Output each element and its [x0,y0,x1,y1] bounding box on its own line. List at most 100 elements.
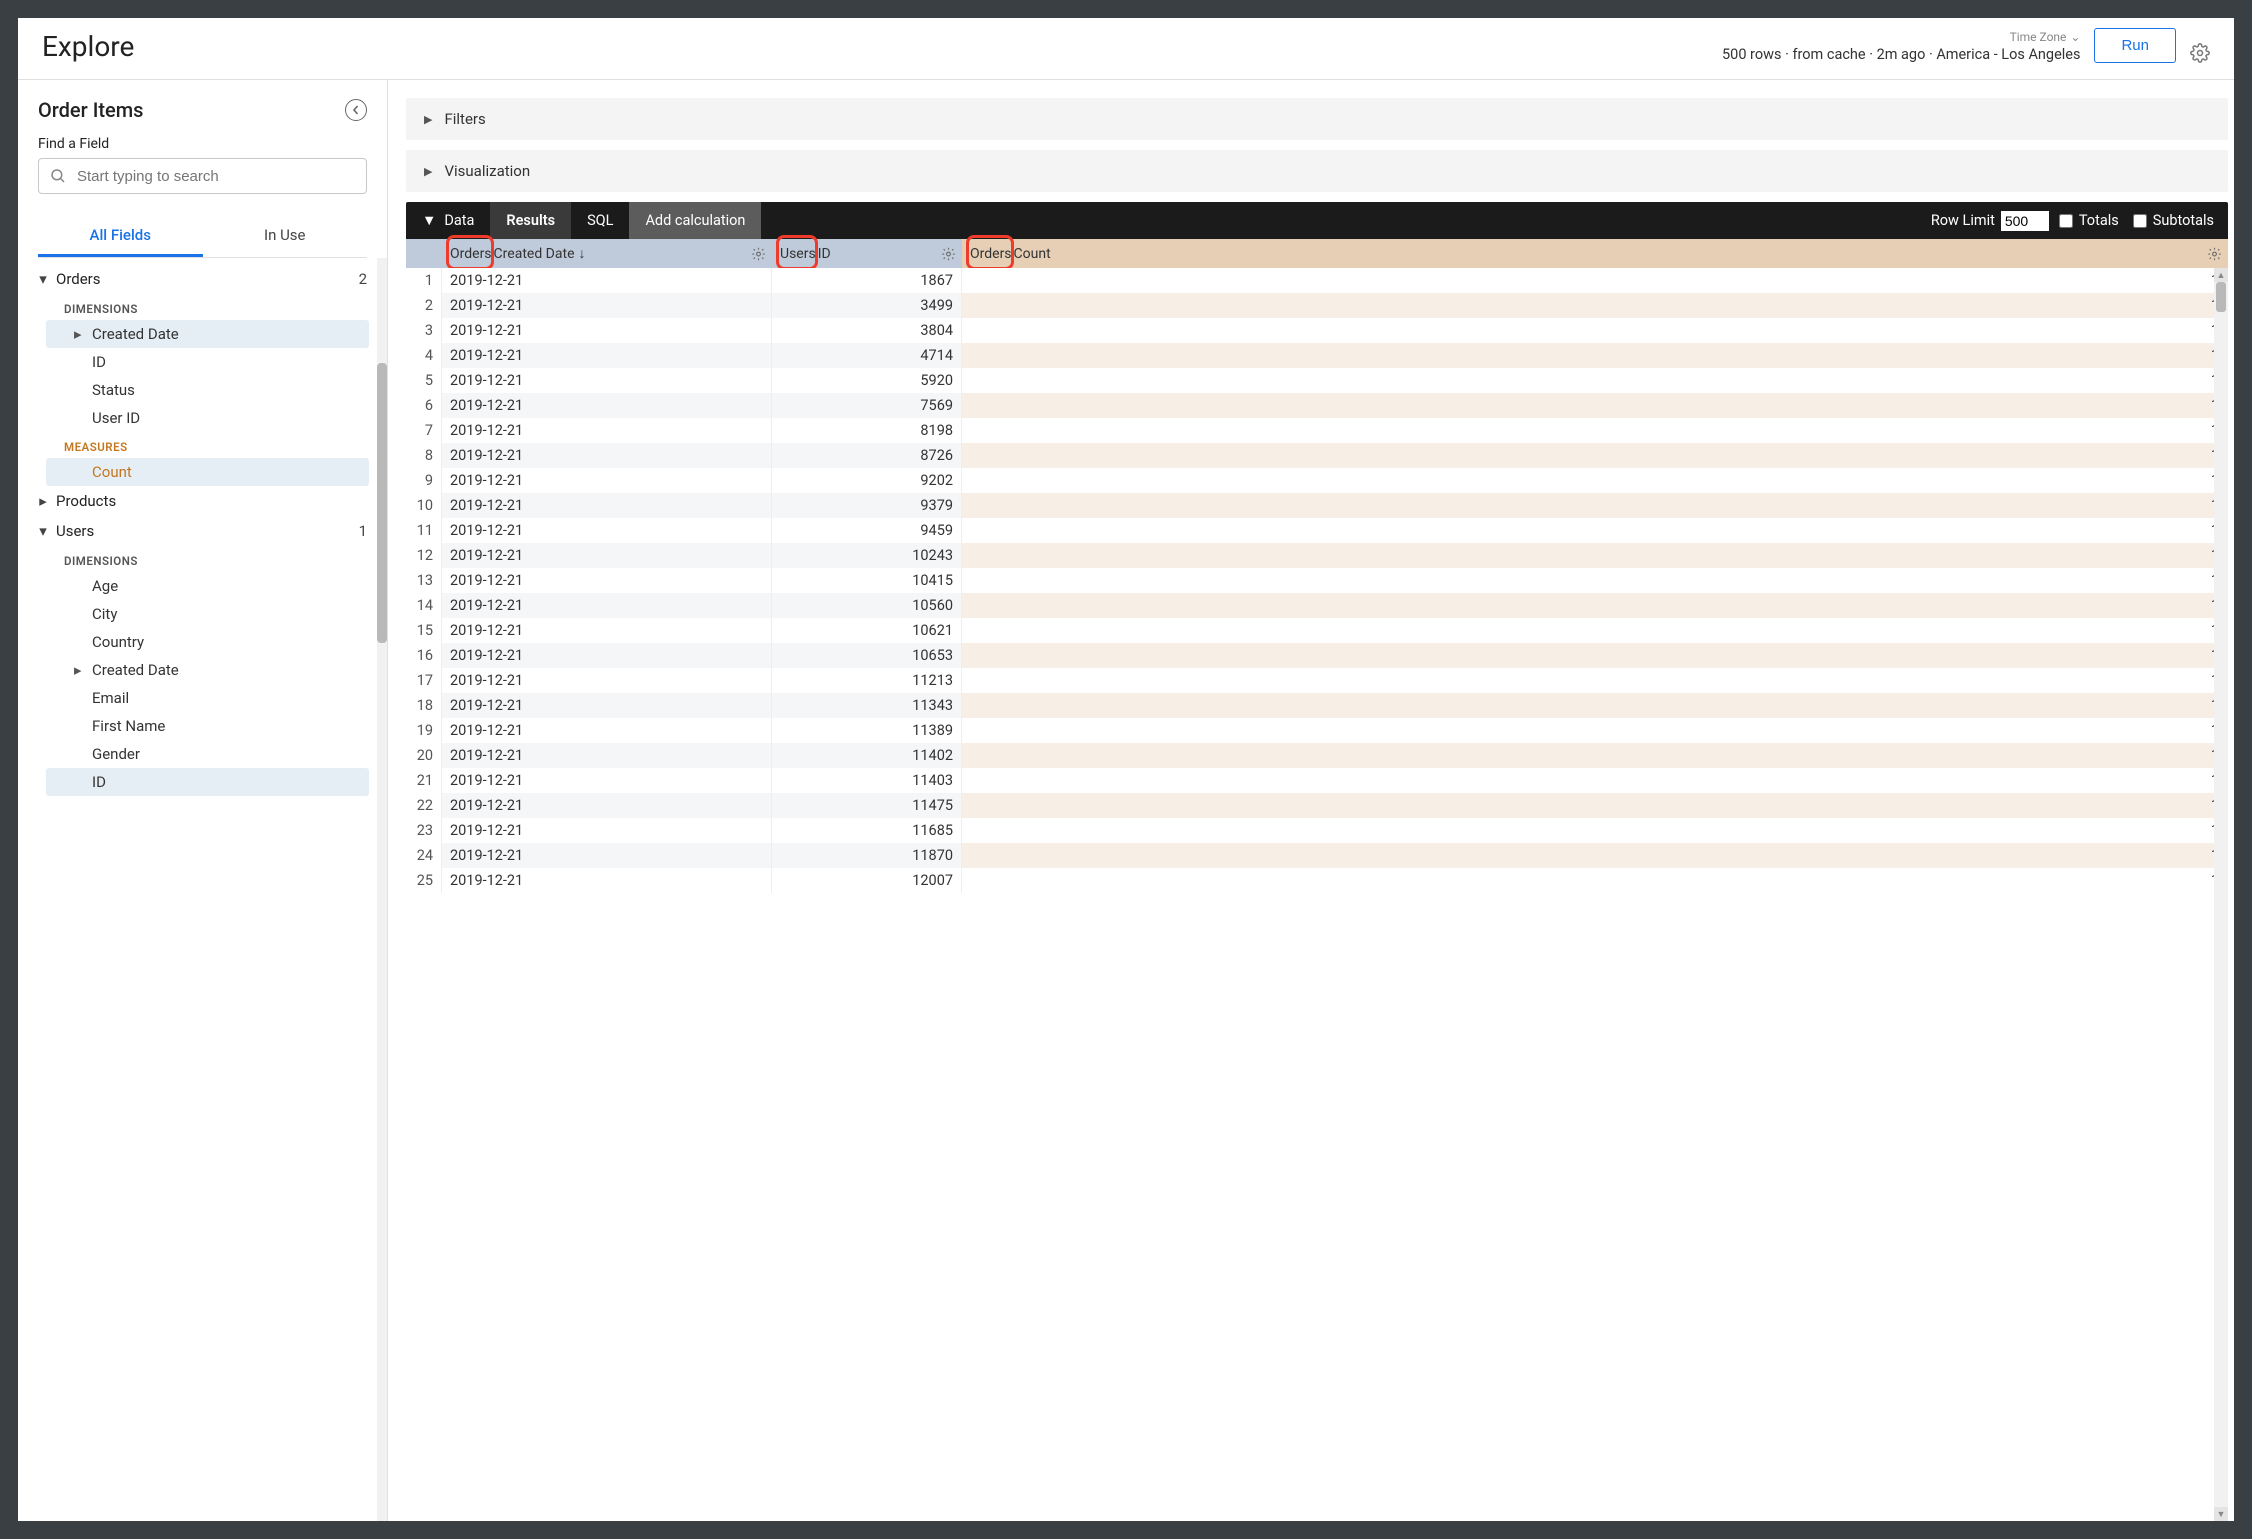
field-created-date[interactable]: ▸Created Date [46,320,369,348]
subtotals-checkbox[interactable] [2133,214,2147,228]
field-id[interactable]: ID [46,768,369,796]
add-calculation-button[interactable]: Add calculation [629,202,761,239]
results-scrollbar-thumb[interactable] [2216,282,2226,312]
table-row[interactable]: 232019-12-21116851 [406,818,2228,843]
table-row[interactable]: 132019-12-21104151 [406,568,2228,593]
cell-created-date: 2019-12-21 [442,718,772,743]
table-row[interactable]: 72019-12-2181981 [406,418,2228,443]
results-body[interactable]: 12019-12-211867122019-12-213499132019-12… [406,268,2228,1521]
row-limit-input[interactable] [2001,211,2049,231]
gear-icon[interactable] [751,246,766,261]
column-header-orders-count[interactable]: Orders Count [962,239,2228,268]
data-toggle[interactable]: ▼ Data [406,202,490,239]
results-scrollbar-track[interactable]: ▲ ▼ [2214,268,2228,1521]
table-row[interactable]: 62019-12-2175691 [406,393,2228,418]
table-row[interactable]: 112019-12-2194591 [406,518,2228,543]
gear-icon[interactable] [2190,43,2210,63]
cell-orders-count: 1 [962,518,2228,543]
table-row[interactable]: 102019-12-2193791 [406,493,2228,518]
cell-orders-count: 1 [962,493,2228,518]
search-field[interactable] [38,158,367,194]
run-button[interactable]: Run [2094,28,2176,63]
table-row[interactable]: 192019-12-21113891 [406,718,2228,743]
gear-icon[interactable] [941,246,956,261]
row-number: 8 [406,443,442,468]
field-country[interactable]: Country [46,628,369,656]
row-number: 21 [406,768,442,793]
scroll-down-icon[interactable]: ▼ [2214,1507,2228,1521]
timezone-selector[interactable]: Time Zone ⌄ [2010,30,2081,44]
table-row[interactable]: 22019-12-2134991 [406,293,2228,318]
cell-orders-count: 1 [962,268,2228,293]
field-label: User ID [92,409,140,427]
table-row[interactable]: 162019-12-21106531 [406,643,2228,668]
table-row[interactable]: 52019-12-2159201 [406,368,2228,393]
field-picker[interactable]: ▾ Orders 2DIMENSIONS▸Created DateIDStatu… [18,258,387,1521]
field-label: ID [92,773,106,791]
view-row-products[interactable]: ▸ Products [18,486,387,516]
field-user-id[interactable]: User ID [46,404,369,432]
sidebar-scrollbar-track[interactable] [377,258,387,1521]
table-row[interactable]: 152019-12-21106211 [406,618,2228,643]
sql-tab[interactable]: SQL [571,202,629,239]
tab-all-fields[interactable]: All Fields [38,216,203,257]
table-row[interactable]: 142019-12-21105601 [406,593,2228,618]
timezone-label: Time Zone [2010,30,2067,44]
field-first-name[interactable]: First Name [46,712,369,740]
caret-down-icon: ▾ [36,270,50,288]
filters-panel[interactable]: ▶ Filters [406,98,2228,140]
search-input[interactable] [77,168,356,185]
column-header-orders-created-date[interactable]: Orders Created Date ↓ [442,239,772,268]
visualization-panel[interactable]: ▶ Visualization [406,150,2228,192]
column-header-users-id[interactable]: Users ID [772,239,962,268]
gear-icon[interactable] [2207,246,2222,261]
field-label: Country [92,633,144,651]
subtotals-toggle[interactable]: Subtotals [2133,212,2228,229]
table-row[interactable]: 82019-12-2187261 [406,443,2228,468]
table-row[interactable]: 202019-12-21114021 [406,743,2228,768]
field-label: City [92,605,117,623]
field-age[interactable]: Age [46,572,369,600]
row-number: 19 [406,718,442,743]
results-tab[interactable]: Results [490,202,571,239]
scroll-up-icon[interactable]: ▲ [2214,268,2228,282]
table-row[interactable]: 212019-12-21114031 [406,768,2228,793]
collapse-sidebar-icon[interactable] [345,99,367,121]
table-row[interactable]: 92019-12-2192021 [406,468,2228,493]
cell-created-date: 2019-12-21 [442,343,772,368]
tab-in-use[interactable]: In Use [203,216,368,257]
field-city[interactable]: City [46,600,369,628]
topbar-right: Time Zone ⌄ 500 rows · from cache · 2m a… [1722,28,2210,63]
cell-created-date: 2019-12-21 [442,593,772,618]
cell-orders-count: 1 [962,718,2228,743]
totals-toggle[interactable]: Totals [2059,212,2133,229]
view-name: Products [56,492,367,510]
table-row[interactable]: 252019-12-21120071 [406,868,2228,893]
table-row[interactable]: 122019-12-21102431 [406,543,2228,568]
cell-users-id: 10653 [772,643,962,668]
caret-right-icon: ▸ [36,492,50,510]
field-created-date[interactable]: ▸Created Date [46,656,369,684]
table-row[interactable]: 32019-12-2138041 [406,318,2228,343]
sidebar-scrollbar-thumb[interactable] [377,363,387,643]
table-row[interactable]: 42019-12-2147141 [406,343,2228,368]
view-row-orders[interactable]: ▾ Orders 2 [18,264,387,294]
field-email[interactable]: Email [46,684,369,712]
table-row[interactable]: 12019-12-2118671 [406,268,2228,293]
totals-checkbox[interactable] [2059,214,2073,228]
dimensions-label: DIMENSIONS [18,294,387,320]
column-prefix: Orders [970,246,1012,262]
table-row[interactable]: 242019-12-21118701 [406,843,2228,868]
table-row[interactable]: 222019-12-21114751 [406,793,2228,818]
view-row-users[interactable]: ▾ Users 1 [18,516,387,546]
field-gender[interactable]: Gender [46,740,369,768]
field-id[interactable]: ID [46,348,369,376]
cell-orders-count: 1 [962,568,2228,593]
field-label: First Name [92,717,165,735]
table-row[interactable]: 182019-12-21113431 [406,693,2228,718]
row-number: 16 [406,643,442,668]
table-row[interactable]: 172019-12-21112131 [406,668,2228,693]
sidebar-tabs: All Fields In Use [38,216,367,258]
field-count[interactable]: Count [46,458,369,486]
field-status[interactable]: Status [46,376,369,404]
